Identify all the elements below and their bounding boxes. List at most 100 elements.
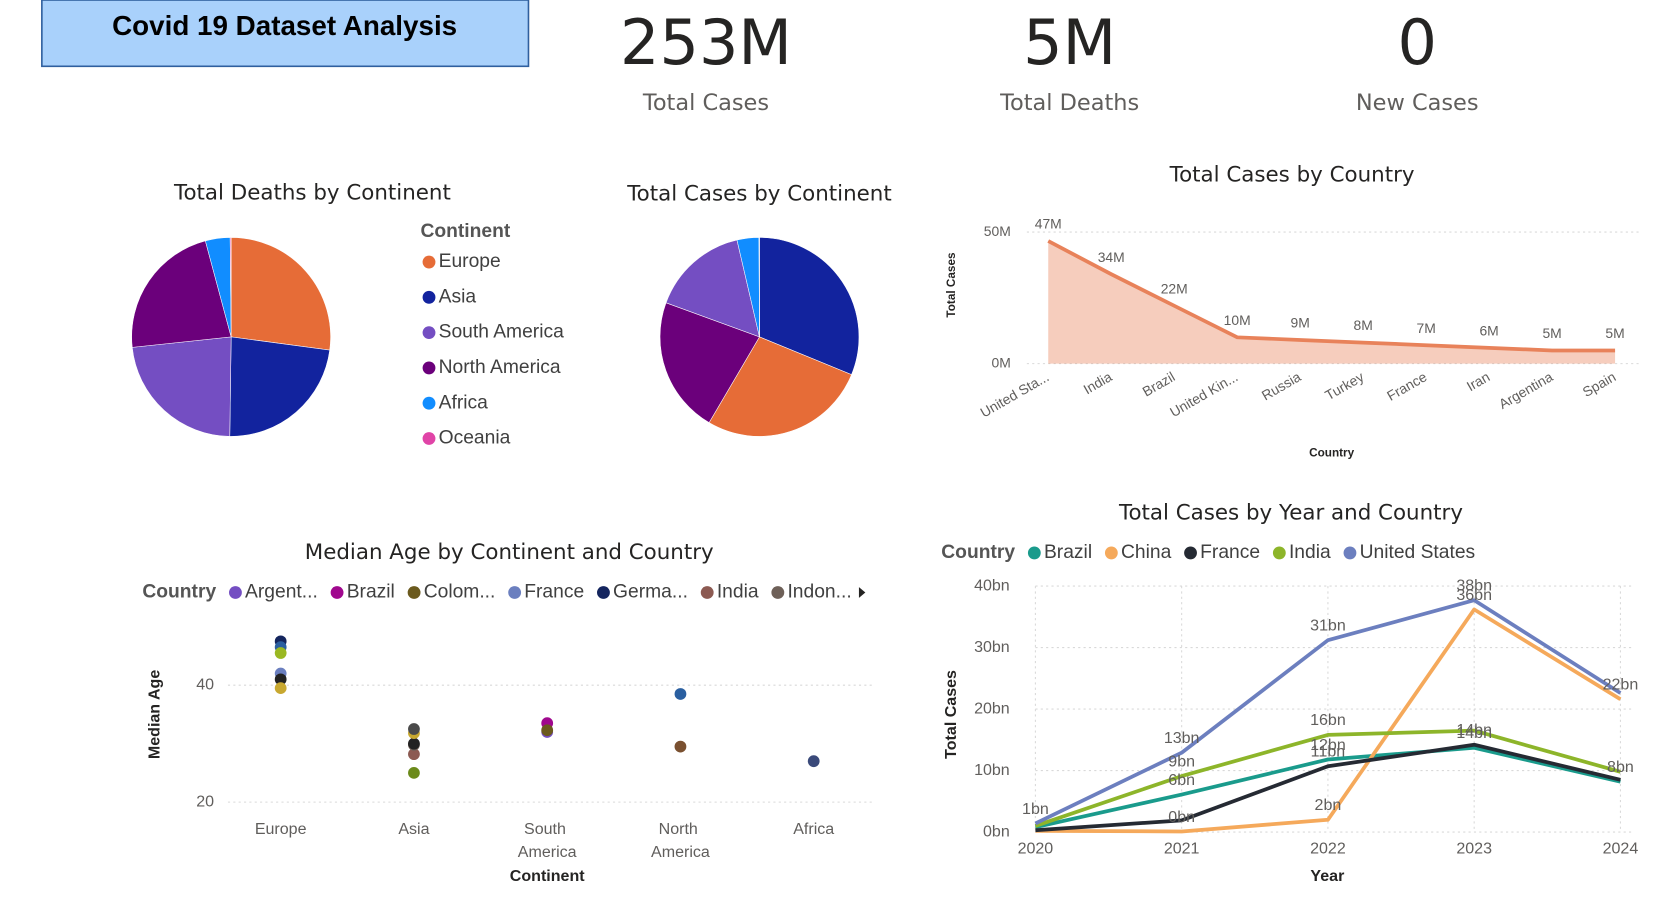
scatter-point (274, 673, 287, 686)
legend-label: China (1121, 542, 1172, 563)
x-tick-label: Asia (398, 820, 429, 838)
title-box (41, 0, 530, 68)
y-tick-label: 10bn (974, 761, 1010, 779)
data-label: 14bn (1456, 721, 1492, 739)
legend-label: Asia (439, 286, 477, 307)
data-label: 16bn (1310, 711, 1346, 729)
y-tick-label: 0bn (983, 822, 1010, 840)
legend-label: Oceania (439, 428, 511, 449)
pie-slice (131, 240, 232, 348)
chart-title: Total Cases by Country (1169, 162, 1415, 187)
data-label: 5M (1542, 325, 1561, 341)
data-label: 6M (1479, 322, 1498, 338)
kpi-label: Total Cases (642, 90, 769, 116)
x-axis-title: Continent (510, 867, 585, 885)
legend-label: Brazil (347, 582, 395, 603)
legend-marker (508, 586, 522, 599)
x-tick-label: 2022 (1310, 839, 1346, 857)
x-tick-label: Iran (1464, 368, 1493, 394)
legend-marker (597, 586, 610, 599)
pie-slice (759, 237, 860, 376)
x-axis-title: Year (1310, 867, 1344, 885)
x-tick-label: Russia (1259, 368, 1304, 403)
chart-title: Total Cases by Continent (626, 182, 891, 207)
y-tick-label: 30bn (974, 638, 1010, 656)
scatter-point (674, 740, 687, 753)
data-label: 36bn (1456, 586, 1492, 604)
legend-marker (330, 586, 344, 599)
x-tick-label: Brazil (1139, 368, 1177, 399)
data-label: 9M (1291, 315, 1310, 331)
scatter-point (674, 688, 687, 700)
x-tick-label: Argentina (1496, 368, 1556, 412)
y-tick-label: 20 (196, 792, 214, 810)
data-label: 34M (1098, 249, 1125, 265)
data-label: 12bn (1310, 736, 1346, 754)
legend-marker (1343, 546, 1357, 560)
kpi-label: New Cases (1356, 90, 1479, 116)
legend-marker (771, 586, 785, 599)
scatter-point (408, 748, 420, 761)
legend-label: India (717, 582, 759, 603)
line (1034, 598, 1622, 826)
legend-more-arrow (858, 587, 866, 598)
legend-label: United States (1360, 542, 1476, 563)
scatter-point (408, 767, 420, 779)
legend-label: South America (439, 322, 564, 343)
data-label: 13bn (1164, 729, 1200, 747)
y-axis-title: Median Age (145, 670, 163, 759)
pie-slice (131, 336, 232, 437)
line (1035, 745, 1621, 829)
data-label: 8bn (1607, 758, 1634, 776)
y-tick-label: 40 (196, 675, 214, 693)
pie-slice (665, 239, 760, 338)
kpi-value: 253M (620, 6, 792, 79)
data-label: 6bn (1168, 771, 1195, 789)
y-tick-label: 20bn (974, 699, 1010, 717)
kpi-label: Total Deaths (999, 90, 1139, 116)
data-label: 10M (1224, 312, 1251, 328)
x-tick-label: Turkey (1322, 368, 1366, 403)
scatter-point (541, 724, 554, 737)
legend-marker (422, 290, 436, 304)
legend-label: France (524, 582, 584, 603)
x-tick-label: India (1080, 368, 1114, 397)
scatter-point (274, 647, 287, 659)
legend-marker (407, 586, 421, 599)
area (1048, 241, 1616, 364)
kpi-value: 5M (1023, 6, 1116, 79)
scatter-point (408, 723, 420, 735)
data-label: 11bn (1311, 743, 1345, 761)
y-tick-label: 0M (992, 354, 1011, 370)
legend-marker (1272, 546, 1286, 560)
legend-marker (1184, 546, 1197, 560)
legend-label: France (1200, 542, 1260, 563)
legend-marker (422, 326, 436, 340)
legend-marker (422, 396, 436, 410)
x-tick-label: Africa (793, 820, 834, 838)
legend-marker (422, 432, 436, 445)
scatter-point (274, 682, 287, 694)
x-tick-label: Spain (1580, 368, 1619, 400)
legend-label: Europe (439, 251, 501, 272)
data-label: 14bn (1456, 724, 1492, 742)
legend-title: Country (941, 542, 1015, 563)
y-tick-label: 40bn (974, 576, 1010, 594)
x-tick-label: South America (518, 820, 577, 861)
x-tick-label: North America (651, 820, 710, 861)
legend-label: Brazil (1044, 542, 1092, 563)
x-tick-label: 2023 (1456, 839, 1492, 857)
line (1035, 742, 1621, 833)
x-tick-label: France (1384, 368, 1430, 404)
kpi-value: 0 (1397, 6, 1436, 79)
y-axis-title: Total Cases (945, 252, 958, 318)
y-axis-title: Total Cases (942, 670, 960, 759)
legend-label: North America (439, 357, 561, 378)
data-label: 1bn (1022, 800, 1049, 818)
legend-marker (1027, 546, 1041, 560)
legend-marker (1104, 546, 1118, 560)
legend-label: Colom... (424, 582, 496, 603)
x-tick-label: 2020 (1018, 839, 1054, 857)
